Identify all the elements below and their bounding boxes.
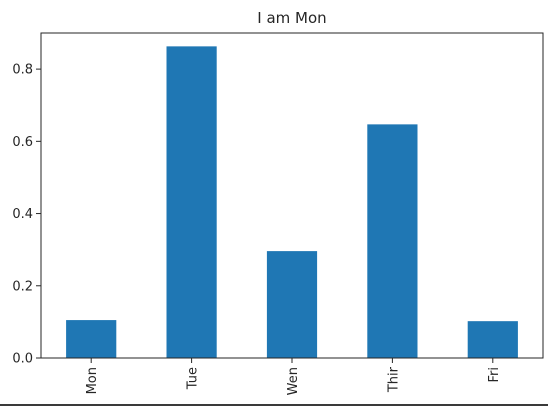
y-tick-label: 0.6 xyxy=(12,135,33,150)
bar-thir xyxy=(367,124,418,358)
bar-fri xyxy=(467,321,518,358)
y-tick-label: 0.0 xyxy=(12,352,33,367)
x-tick-label-mon: Mon xyxy=(85,367,100,394)
y-tick-label: 0.2 xyxy=(12,279,33,294)
y-tick-label: 0.8 xyxy=(12,63,33,78)
bottom-border xyxy=(0,404,548,406)
bar-tue xyxy=(166,46,217,358)
y-tick-label: 0.4 xyxy=(12,207,33,222)
plot-frame xyxy=(40,32,544,359)
x-tick-label-thir: Thir xyxy=(386,366,401,393)
x-tick-label-fri: Fri xyxy=(487,367,502,383)
x-tick-label-tue: Tue xyxy=(186,367,201,390)
bar-wen xyxy=(266,251,318,358)
chart-title: I am Mon xyxy=(257,9,326,27)
bar-mon xyxy=(66,320,117,358)
x-tick-label-wen: Wen xyxy=(286,367,301,395)
